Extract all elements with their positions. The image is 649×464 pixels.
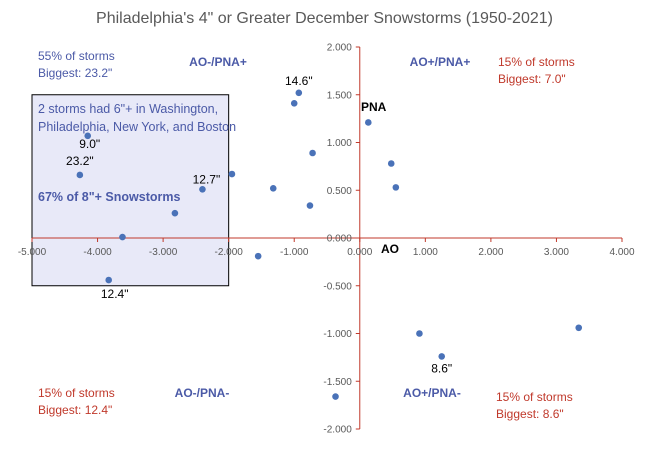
- y-tick-label: 1.500: [327, 90, 352, 101]
- data-point: [332, 393, 339, 400]
- x-tick-label: -1.000: [280, 247, 309, 258]
- data-point: [295, 89, 303, 97]
- data-point: [309, 149, 316, 157]
- data-point: [387, 160, 395, 167]
- x-tick-label: 0.000: [347, 247, 372, 258]
- ur-biggest: Biggest: 7.0": [498, 72, 566, 86]
- box-bold-note: 67% of 8"+ Snowstorms: [38, 190, 180, 204]
- y-tick-label: 0.500: [327, 186, 352, 197]
- data-point: [438, 353, 446, 360]
- data-point: [290, 100, 298, 107]
- highlight-box: [31, 94, 230, 287]
- ll-storm-percent: 15% of storms: [38, 386, 115, 400]
- chart-title: Philadelphia's 4" or Greater December Sn…: [96, 10, 553, 27]
- ll-biggest: Biggest: 12.4": [38, 403, 112, 417]
- data-point: [306, 202, 314, 209]
- data-point: [199, 185, 206, 193]
- data-point: [76, 171, 84, 179]
- x-tick-label: -2.000: [214, 247, 243, 258]
- data-point: [416, 330, 423, 337]
- data-point: [269, 185, 277, 192]
- x-tick-label: 3.000: [544, 247, 569, 258]
- data-point: [575, 324, 583, 332]
- box-note-line1: 2 storms had 6"+ in Washington,: [38, 102, 218, 116]
- ul-biggest: Biggest: 23.2": [38, 66, 112, 80]
- point-label: 12.7": [193, 172, 221, 186]
- quadrant-label-ul: AO-/PNA+: [189, 55, 247, 69]
- data-point: [105, 276, 112, 284]
- data-point: [228, 170, 236, 178]
- x-tick-label: 1.000: [413, 247, 438, 258]
- data-point: [84, 132, 92, 140]
- data-point: [365, 119, 372, 126]
- y-tick-label: 0.000: [327, 234, 352, 245]
- y-tick-label: -1.000: [323, 329, 352, 340]
- y-tick-label: -1.500: [323, 377, 352, 388]
- y-axis-title: PNA: [361, 100, 387, 114]
- data-point: [171, 209, 179, 217]
- lr-biggest: Biggest: 8.6": [496, 407, 564, 421]
- x-axis-title: AO: [381, 242, 399, 256]
- y-tick-label: -2.000: [323, 425, 352, 436]
- quadrant-label-ll: AO-/PNA-: [175, 386, 230, 400]
- y-tick-label: 2.000: [327, 43, 352, 54]
- quadrant-label-ur: AO+/PNA+: [410, 55, 471, 69]
- point-label: 9.0": [79, 137, 100, 151]
- point-label: 14.6": [285, 74, 313, 88]
- ur-storm-percent: 15% of storms: [498, 55, 575, 69]
- x-tick-label: -5.000: [18, 247, 47, 258]
- lr-storm-percent: 15% of storms: [496, 390, 573, 404]
- data-point: [254, 252, 262, 260]
- x-tick-label: -4.000: [83, 247, 112, 258]
- data-point: [119, 233, 126, 241]
- y-tick-label: 1.000: [327, 138, 352, 149]
- point-label: 8.6": [431, 361, 452, 375]
- ul-storm-percent: 55% of storms: [38, 49, 115, 63]
- data-point: [392, 184, 400, 191]
- x-tick-label: -3.000: [149, 247, 178, 258]
- y-tick-label: -0.500: [323, 281, 352, 292]
- box-note-line2: Philadelphia, New York, and Boston: [38, 120, 236, 134]
- quadrant-label-lr: AO+/PNA-: [403, 386, 461, 400]
- point-label: 12.4": [101, 287, 129, 301]
- x-tick-label: 2.000: [478, 247, 503, 258]
- x-tick-label: 4.000: [609, 247, 634, 258]
- point-label: 23.2": [66, 154, 94, 168]
